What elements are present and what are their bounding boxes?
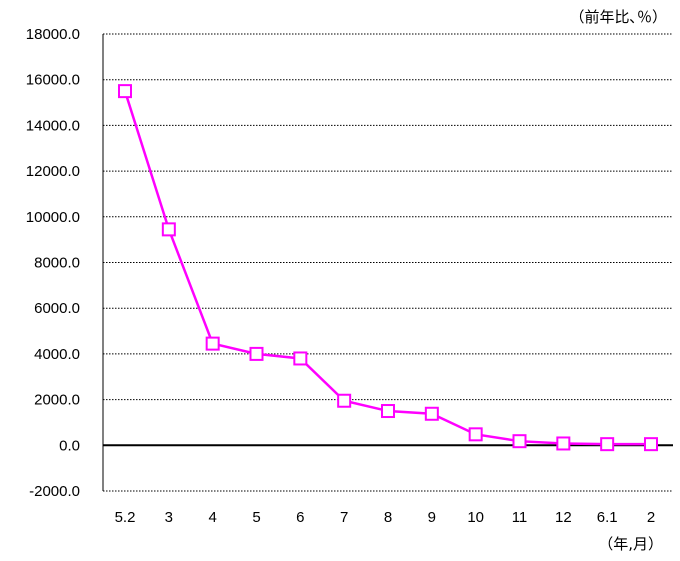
data-point-marker [556, 436, 571, 451]
y-tick-label: 10000.0 [26, 209, 80, 226]
y-tick-label: 6000.0 [34, 300, 80, 317]
y-tick-label: 4000.0 [34, 346, 80, 363]
x-tick-label: 8 [384, 509, 392, 526]
x-tick-label: 5 [252, 509, 260, 526]
y-unit-label: （前年比､％） [569, 8, 667, 26]
x-axis-ticks: 5.2 3 4 5 6 7 8 9 10 11 12 6.1 2 [115, 509, 656, 526]
data-point-marker [161, 222, 176, 237]
data-point-marker [293, 351, 308, 366]
x-tick-label: 3 [165, 509, 173, 526]
data-point-marker [118, 84, 132, 99]
y-tick-label: 18000.0 [26, 26, 80, 43]
x-tick-label: 12 [555, 509, 572, 526]
y-tick-label: 14000.0 [26, 117, 80, 134]
x-tick-label: 2 [647, 509, 655, 526]
x-tick-label: 7 [340, 509, 348, 526]
series [118, 84, 658, 452]
y-tick-label: 8000.0 [34, 255, 80, 272]
data-point-marker [600, 437, 615, 452]
x-tick-label: 11 [512, 509, 528, 526]
data-point-marker [512, 434, 527, 449]
y-tick-label: 2000.0 [34, 392, 80, 409]
data-point-marker [205, 336, 220, 351]
x-tick-label: 6 [296, 509, 304, 526]
data-point-marker [468, 427, 483, 442]
y-tick-label: 0.0 [59, 437, 80, 454]
y-axis-ticks: -2000.0 0.0 2000.0 4000.0 6000.0 8000.0 10000.… [26, 26, 80, 500]
x-tick-label: 5.2 [115, 509, 136, 526]
x-tick-label: 4 [208, 509, 216, 526]
x-tick-label: 10 [467, 509, 484, 526]
x-tick-label: 6.1 [597, 509, 618, 526]
y-tick-label: 16000.0 [26, 72, 80, 89]
series-line [123, 90, 651, 446]
data-point-marker [644, 437, 658, 452]
gridlines [102, 33, 673, 492]
data-point-marker [381, 404, 395, 419]
data-point-marker [424, 406, 439, 421]
x-unit-label: （年,月） [598, 535, 663, 553]
data-point-marker [337, 393, 352, 408]
y-tick-label: -2000.0 [29, 483, 80, 500]
y-tick-label: 12000.0 [26, 163, 80, 180]
x-tick-label: 9 [428, 509, 436, 526]
data-point-marker [249, 346, 264, 361]
